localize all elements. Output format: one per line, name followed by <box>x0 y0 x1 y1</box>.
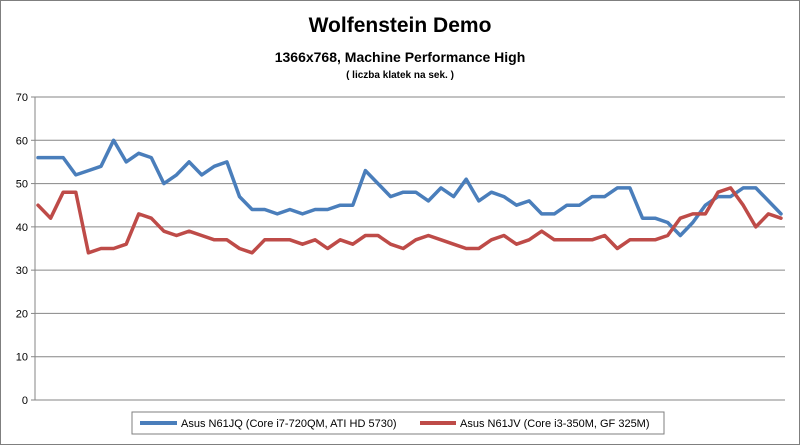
legend-box <box>131 411 665 435</box>
y-tick-label-10: 10 <box>16 352 28 364</box>
chart-subtitle: 1366x768, Machine Performance High <box>275 49 526 65</box>
series-line-n61jv <box>36 186 783 255</box>
y-tick-label-70: 70 <box>16 92 28 104</box>
legend-item-n61jq: Asus N61JQ (Core i7-720QM, ATI HD 5730) <box>140 418 397 430</box>
series-lines <box>36 138 783 255</box>
chart-unit-note: ( liczba klatek na sek. ) <box>346 70 454 81</box>
legend: Asus N61JQ (Core i7-720QM, ATI HD 5730) … <box>140 418 650 430</box>
y-tick-label-60: 60 <box>16 135 28 147</box>
y-tick-label-0: 0 <box>22 395 28 407</box>
legend-label-n61jv: Asus N61JV (Core i3-350M, GF 325M) <box>460 418 650 430</box>
legend-item-n61jv: Asus N61JV (Core i3-350M, GF 325M) <box>420 418 650 430</box>
chart-title: Wolfenstein Demo <box>309 14 492 37</box>
axes <box>34 97 785 401</box>
y-axis-ticks: 0 10 20 30 40 50 60 70 <box>16 92 35 407</box>
y-tick-label-40: 40 <box>16 222 28 234</box>
y-tick-label-50: 50 <box>16 179 28 191</box>
gridlines <box>35 96 785 358</box>
y-tick-label-20: 20 <box>16 308 28 320</box>
legend-label-n61jq: Asus N61JQ (Core i7-720QM, ATI HD 5730) <box>181 418 397 430</box>
series-line-n61jq <box>36 138 783 238</box>
y-tick-label-30: 30 <box>16 265 28 277</box>
